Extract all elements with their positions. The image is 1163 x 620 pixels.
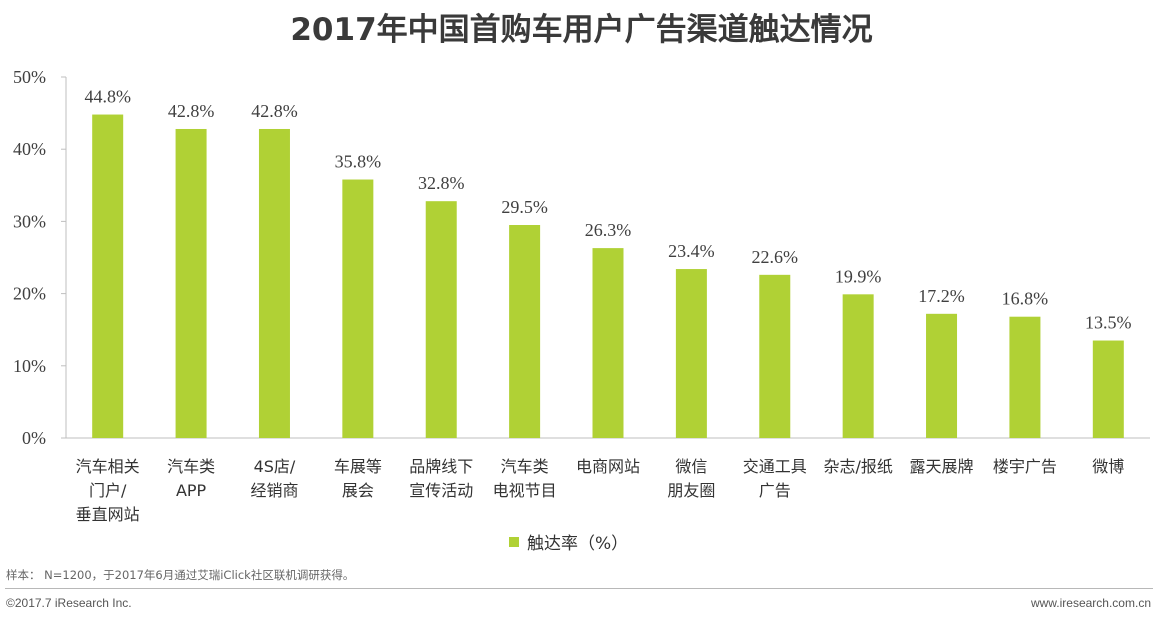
category-label-line: 汽车类 bbox=[501, 457, 549, 476]
data-label: 26.3% bbox=[585, 220, 632, 240]
legend-swatch bbox=[509, 536, 519, 547]
data-label: 17.2% bbox=[918, 286, 965, 306]
category-label-line: 楼宇广告 bbox=[993, 457, 1057, 476]
category-label-line: 微博 bbox=[1092, 457, 1124, 476]
category-label-line: 汽车类 bbox=[167, 457, 215, 476]
value-labels: 44.8% 42.8% 42.8% 35.8% 32.8% 29.5% 26.3% 23.4%… bbox=[84, 87, 1131, 333]
website-link[interactable]: www.iresearch.com.cn bbox=[1030, 596, 1151, 610]
category-label-line: 朋友圈 bbox=[667, 481, 715, 500]
category-label: 楼宇广告 bbox=[993, 457, 1057, 476]
bar bbox=[92, 114, 124, 438]
category-label: 杂志/报纸 bbox=[823, 457, 892, 476]
chart-title: 2017年中国首购车用户广告渠道触达情况 bbox=[290, 12, 873, 48]
category-label: 微信朋友圈 bbox=[667, 457, 715, 500]
bars bbox=[92, 114, 1124, 439]
bar bbox=[342, 179, 374, 439]
y-tick-label: 50% bbox=[13, 67, 46, 87]
bar bbox=[842, 294, 874, 438]
category-label-line: 杂志/报纸 bbox=[823, 457, 892, 476]
bar bbox=[926, 313, 958, 438]
bar bbox=[425, 201, 457, 438]
category-label-line: 微信 bbox=[675, 457, 707, 476]
y-tick-label: 0% bbox=[22, 428, 46, 448]
category-label-line: 车展等 bbox=[334, 457, 382, 476]
category-label: 4S店/经销商 bbox=[250, 457, 298, 500]
data-label: 13.5% bbox=[1085, 313, 1132, 333]
category-label-line: 经销商 bbox=[250, 481, 298, 500]
category-label: 电商网站 bbox=[576, 457, 640, 476]
category-label-line: 品牌线下 bbox=[409, 457, 473, 476]
category-label: 露天展牌 bbox=[910, 457, 974, 476]
data-label: 35.8% bbox=[335, 152, 382, 172]
bar-chart: 0% 10% 20% 30% 40% 50% 44.8% 42.8% 42.8% 35.8% 32… bbox=[13, 67, 1150, 524]
category-label-line: 汽车相关 bbox=[76, 457, 140, 476]
bar bbox=[675, 269, 707, 438]
category-label-line: 交通工具 bbox=[743, 457, 807, 476]
bar bbox=[509, 225, 541, 438]
data-label: 22.6% bbox=[752, 247, 799, 267]
category-label-line: 4S店/ bbox=[254, 457, 296, 476]
y-tick-label: 10% bbox=[13, 356, 46, 376]
data-label: 29.5% bbox=[501, 197, 548, 217]
legend: 触达率（%） bbox=[509, 529, 628, 554]
category-label-line: 垂直网站 bbox=[76, 505, 140, 524]
bar bbox=[258, 128, 290, 438]
data-label: 16.8% bbox=[1002, 289, 1049, 309]
y-tick-label: 20% bbox=[13, 284, 46, 304]
footer-divider bbox=[5, 588, 1153, 589]
category-label: 汽车类电视节目 bbox=[493, 457, 557, 500]
category-label-line: APP bbox=[176, 481, 207, 500]
category-label-line: 露天展牌 bbox=[910, 457, 974, 476]
category-label-line: 电视节目 bbox=[493, 481, 557, 500]
y-tick-label: 30% bbox=[13, 211, 46, 231]
legend-label: 触达率（%） bbox=[527, 534, 629, 554]
bar bbox=[592, 248, 624, 438]
copyright: ©2017.7 iResearch Inc. bbox=[6, 596, 132, 610]
data-label: 19.9% bbox=[835, 266, 882, 286]
category-label: 汽车类 APP bbox=[167, 457, 215, 500]
y-tick-label: 40% bbox=[13, 139, 46, 159]
category-label-line: 广告 bbox=[759, 481, 791, 500]
data-label: 32.8% bbox=[418, 173, 465, 193]
data-label: 23.4% bbox=[668, 241, 715, 261]
sample-note: 样本： N=1200，于2017年6月通过艾瑞iClick社区联机调研获得。 bbox=[6, 568, 355, 582]
category-label-line: 宣传活动 bbox=[409, 481, 473, 500]
category-label: 品牌线下宣传活动 bbox=[409, 457, 473, 500]
bar bbox=[759, 274, 791, 438]
data-label: 44.8% bbox=[84, 87, 131, 107]
bar bbox=[1092, 340, 1124, 438]
category-label-line: 电商网站 bbox=[576, 457, 640, 476]
bar bbox=[1009, 316, 1041, 438]
data-label: 42.8% bbox=[168, 101, 215, 121]
category-label: 微博 bbox=[1092, 457, 1124, 476]
category-label: 交通工具广告 bbox=[743, 457, 807, 500]
data-label: 42.8% bbox=[251, 101, 298, 121]
bar bbox=[175, 128, 207, 438]
category-label-line: 门户/ bbox=[89, 481, 127, 500]
category-label-line: 展会 bbox=[342, 481, 374, 500]
category-label: 汽车相关门户/垂直网站 bbox=[76, 457, 140, 524]
category-label: 车展等展会 bbox=[334, 457, 382, 500]
